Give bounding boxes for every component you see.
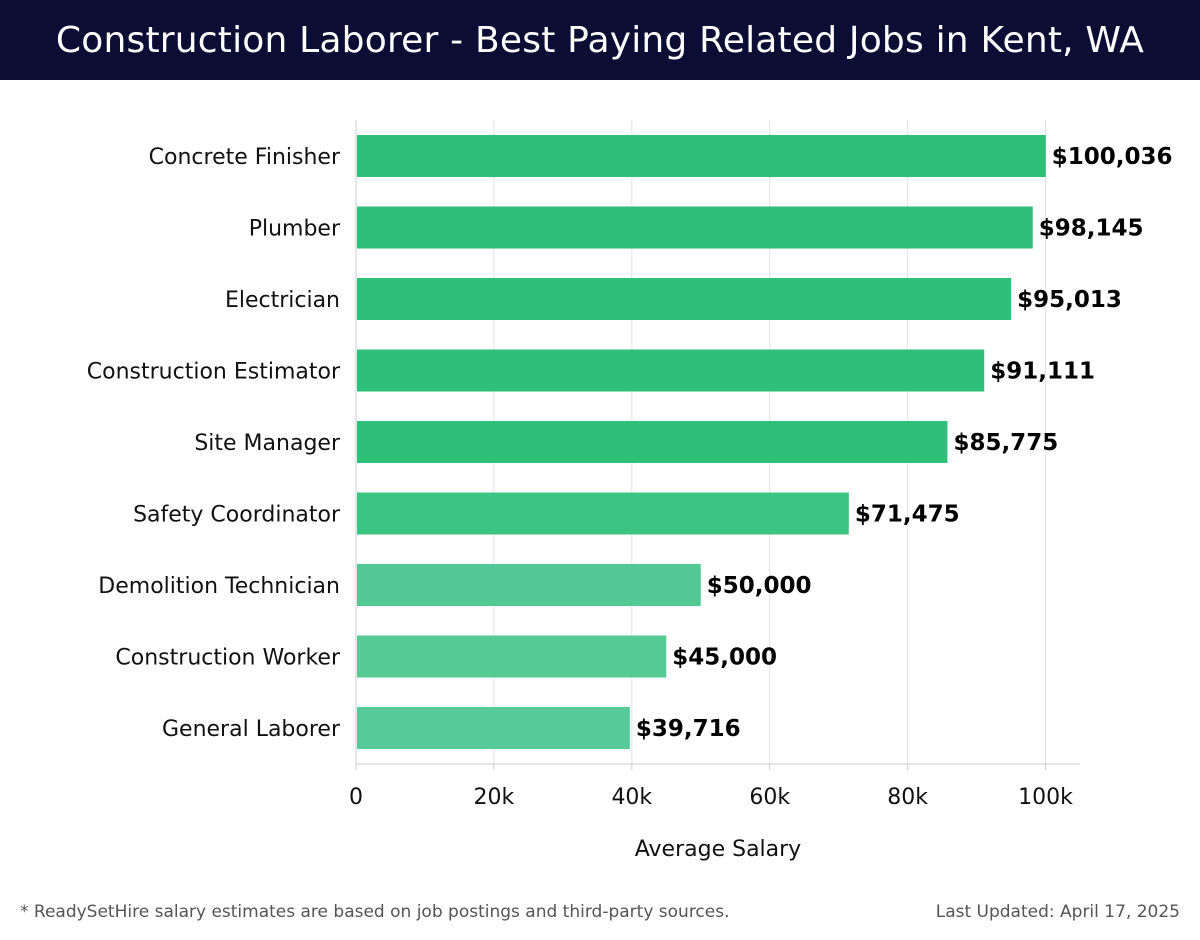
category-label: Site Manager (194, 431, 341, 456)
value-labels: $100,036 $98,145 $95,013 $91,111 $85,775 $71,… (636, 144, 1173, 742)
value-label: $85,775 (953, 430, 1058, 456)
bar (357, 135, 1046, 177)
category-label: Electrician (225, 288, 340, 313)
bar (357, 492, 849, 535)
x-tick-label: 20k (474, 785, 515, 810)
x-tick-label: 0 (349, 785, 363, 810)
bar (357, 349, 985, 392)
bar (357, 206, 1033, 249)
x-tick-label: 40k (611, 785, 652, 810)
salary-bar-chart: $100,036 $98,145 $95,013 $91,111 $85,775 $71,… (87, 120, 1173, 862)
x-tick-label: 60k (749, 785, 790, 810)
category-label: Plumber (249, 217, 341, 242)
bars (357, 135, 1046, 749)
x-axis-title: Average Salary (635, 837, 801, 862)
value-label: $98,145 (1039, 216, 1144, 242)
value-label: $95,013 (1017, 287, 1122, 313)
x-tick-label: 100k (1018, 785, 1073, 810)
bar (357, 707, 630, 749)
footer-note: * ReadySetHire salary estimates are base… (20, 902, 730, 922)
value-label: $45,000 (672, 645, 777, 671)
value-label: $100,036 (1052, 144, 1173, 170)
x-tick-labels: 0 20k 40k 60k 80k 100k (349, 785, 1073, 810)
bar (357, 564, 701, 606)
bar (357, 635, 667, 678)
x-tick-label: 80k (887, 785, 928, 810)
last-updated: Last Updated: April 17, 2025 (935, 902, 1180, 922)
bar (357, 421, 948, 463)
category-label: Construction Worker (115, 646, 341, 671)
category-labels: Concrete Finisher Plumber Electrician Const… (87, 145, 341, 742)
category-label: Construction Estimator (87, 360, 341, 385)
category-label: General Laborer (162, 717, 341, 742)
chart-header: Construction Laborer - Best Paying Relat… (0, 0, 1200, 80)
value-label: $91,111 (990, 359, 1095, 385)
chart-title: Construction Laborer - Best Paying Relat… (55, 19, 1145, 61)
bar (357, 278, 1012, 320)
category-label: Concrete Finisher (149, 145, 341, 170)
category-label: Safety Coordinator (133, 503, 341, 528)
value-label: $50,000 (707, 573, 812, 599)
value-label: $39,716 (636, 716, 741, 742)
category-label: Demolition Technician (98, 574, 340, 599)
value-label: $71,475 (855, 502, 960, 528)
